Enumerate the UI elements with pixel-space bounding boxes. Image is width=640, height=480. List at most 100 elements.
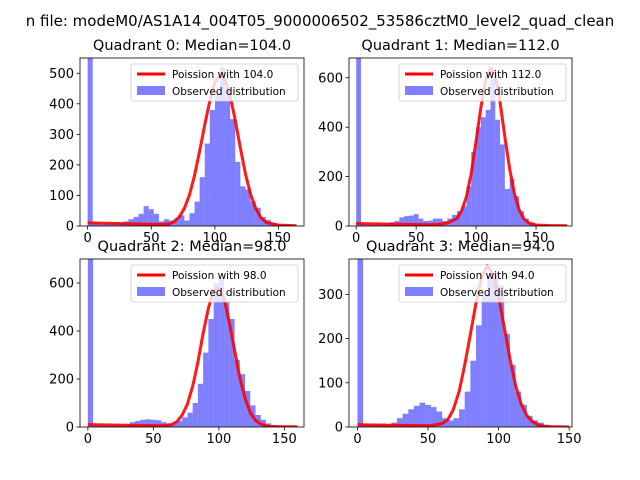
histogram-bar xyxy=(138,213,144,226)
histogram-bar xyxy=(521,404,527,427)
histogram-bar xyxy=(480,117,486,226)
y-tick-label: 200 xyxy=(49,373,74,388)
y-tick-label: 100 xyxy=(49,189,74,204)
histogram-bar xyxy=(509,365,516,427)
histogram-bar xyxy=(250,201,256,226)
histogram-bar xyxy=(245,189,251,226)
legend-bar-swatch xyxy=(405,287,433,296)
histogram-bar xyxy=(466,186,472,226)
subplot-title: Quadrant 0: Median=104.0 xyxy=(93,38,291,54)
x-tick-label: 50 xyxy=(143,231,160,246)
histogram-bar xyxy=(182,417,188,427)
subplot-title: Quadrant 2: Median=98.0 xyxy=(98,239,287,255)
subplot-title: Quadrant 3: Median=94.0 xyxy=(366,239,555,255)
x-tick-label: 150 xyxy=(272,432,297,447)
histogram-bar xyxy=(476,127,481,226)
histogram-bar xyxy=(481,294,488,427)
axes-frame xyxy=(79,258,305,428)
legend-bar-swatch xyxy=(405,86,433,95)
histogram-bar xyxy=(453,418,460,427)
x-tick-label: 0 xyxy=(352,231,360,246)
histogram-bar xyxy=(365,224,371,226)
x-tick-label: 100 xyxy=(486,432,511,447)
axes-frame xyxy=(348,258,573,428)
histogram-bar xyxy=(485,109,491,226)
y-tick-label: 300 xyxy=(49,128,74,143)
subplot-quadrant-0: Quadrant 0: Median=104.0 0 50 100 150 0 100 200… xyxy=(49,38,305,246)
histogram-bar xyxy=(432,218,438,226)
x-tick-label: 150 xyxy=(524,231,549,246)
histogram-bar xyxy=(229,319,235,427)
histogram-bar xyxy=(436,411,443,427)
subplot-title: Quadrant 1: Median=112.0 xyxy=(361,38,559,54)
subplot-quadrant-2: Quadrant 2: Median=98.0 0 50 100 150 0 200 400 6… xyxy=(49,239,305,447)
y-tick-label: 200 xyxy=(49,158,74,173)
x-tick-label: 50 xyxy=(408,231,425,246)
histogram-bar xyxy=(98,425,104,427)
histogram-bar xyxy=(192,403,198,427)
x-tick-label: 0 xyxy=(84,432,92,447)
histogram-bar xyxy=(187,412,193,427)
axes-frame xyxy=(79,57,305,227)
histogram-bar xyxy=(471,151,477,226)
x-tick-label: 100 xyxy=(202,231,227,246)
x-tick-label: 100 xyxy=(206,432,231,447)
figure-suptitle: n file: modeM0/AS1A14_004T05_9000006502_… xyxy=(26,12,615,31)
histogram-bar xyxy=(153,213,159,226)
y-tick-label: 0 xyxy=(66,220,74,235)
histogram-bar xyxy=(194,201,200,226)
y-tick-label: 500 xyxy=(49,67,74,82)
histogram-bar xyxy=(404,216,409,226)
histogram-bar xyxy=(150,419,156,427)
plot-area xyxy=(357,259,570,427)
histogram-bar xyxy=(476,325,482,427)
histogram-bar xyxy=(224,302,230,427)
legend-bar-swatch xyxy=(137,86,165,95)
histogram-bar xyxy=(492,272,499,427)
histogram-bar xyxy=(197,383,204,427)
histogram-bar xyxy=(87,259,94,427)
histogram-bar xyxy=(209,109,215,226)
legend-label-poisson: Poission with 94.0 xyxy=(440,270,535,282)
legend-box xyxy=(398,63,567,102)
histogram-bar xyxy=(459,409,465,427)
legend-box xyxy=(130,63,299,102)
histogram-bar xyxy=(140,419,146,427)
histogram-bar xyxy=(418,218,424,226)
histogram-bar xyxy=(356,58,361,226)
legend-label-poisson: Poission with 104.0 xyxy=(172,69,273,81)
histogram-bar xyxy=(143,206,149,226)
histogram-bar xyxy=(430,407,437,427)
legend: Poission with 94.0 Observed distribution xyxy=(398,264,567,303)
histogram-bar xyxy=(509,179,515,226)
plot-area xyxy=(356,58,568,226)
legend: Poission with 98.0 Observed distribution xyxy=(130,264,299,303)
y-tick-label: 200 xyxy=(318,332,343,347)
histogram-bar xyxy=(515,391,522,427)
subplot-quadrant-1: Quadrant 1: Median=112.0 0 50 100 150 0 200 400… xyxy=(318,38,573,246)
histogram-bar xyxy=(413,214,419,226)
legend-label-observed: Observed distribution xyxy=(172,86,286,98)
histogram-bar xyxy=(87,58,93,226)
histogram-bar xyxy=(240,186,246,226)
y-tick-label: 600 xyxy=(318,71,343,86)
histogram-bar xyxy=(514,196,520,226)
legend-label-poisson: Poission with 98.0 xyxy=(172,270,267,282)
axes-frame xyxy=(348,57,573,227)
histogram-bar xyxy=(461,206,467,226)
histogram-bar xyxy=(357,259,364,427)
legend: Poission with 104.0 Observed distribution xyxy=(130,63,299,102)
x-tick-label: 100 xyxy=(464,231,489,246)
legend-label-observed: Observed distribution xyxy=(172,287,286,299)
histogram-bar xyxy=(204,143,210,226)
y-tick-label: 300 xyxy=(318,288,343,303)
histogram-bar xyxy=(113,224,119,226)
histogram-bar xyxy=(208,319,214,427)
x-tick-label: 0 xyxy=(353,432,361,447)
legend-label-observed: Observed distribution xyxy=(440,86,554,98)
histogram-bar xyxy=(239,374,246,427)
histogram-bar xyxy=(408,215,414,226)
histogram-bar xyxy=(218,278,225,427)
histogram-bar xyxy=(402,413,409,427)
